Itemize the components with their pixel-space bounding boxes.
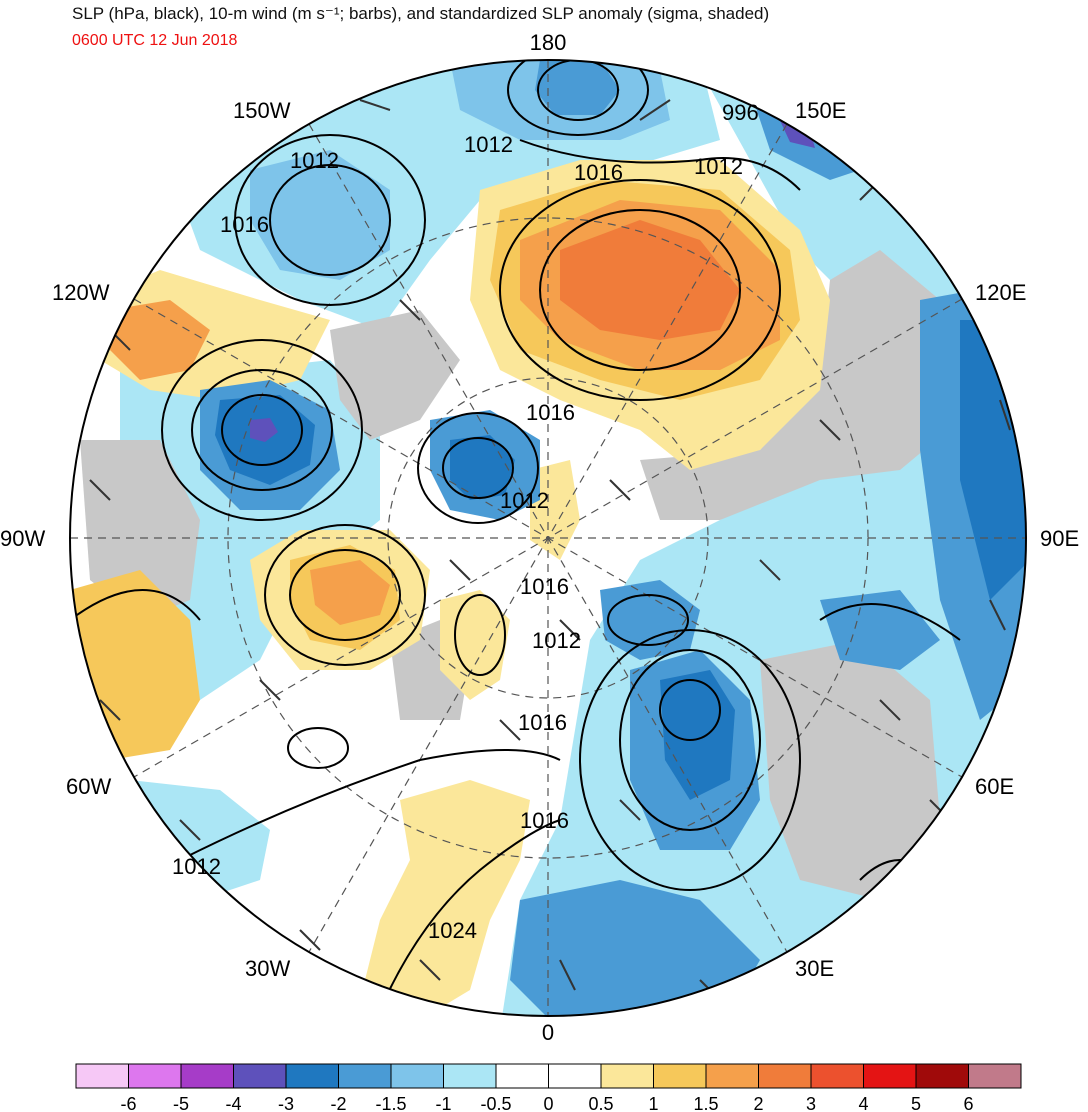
map-border [69,59,1027,1017]
colorbar-ticks: -6 -5 -4 -3 -2 -1.5 -1 -0.5 0 0.5 1 1.5 2 3 4 5 6 [120,1094,973,1112]
colorbar-tick-label: 4 [858,1094,868,1112]
colorbar-swatch [443,1063,497,1089]
colorbar-tick-label: -3 [278,1094,294,1112]
lon-label-90e: 90E [1040,526,1079,551]
colorbar-swatch [548,1063,602,1089]
lon-label-30e: 30E [795,956,834,981]
anomaly-pos-siberia-peak [560,220,740,340]
lon-label-150e: 150E [795,98,846,123]
lon-label-150w: 150W [233,98,291,123]
graticule [70,60,1026,1016]
colorbar [75,1063,1022,1089]
lon-label-60e: 60E [975,774,1014,799]
colorbar-swatch [653,1063,707,1089]
anomaly-neg-beaufort-core [450,435,515,500]
isobar-label: 1016 [518,710,567,735]
lon-label-0: 0 [542,1020,554,1045]
anomaly-neg-aleutian-core [535,60,620,115]
land-canada-arch [330,310,460,440]
land-eurasia [760,640,940,900]
colorbar-tick-label: -1.5 [375,1094,406,1112]
colorbar-swatch [128,1063,182,1089]
colorbar-tick-label: -4 [225,1094,241,1112]
isobar-label: 1016 [520,574,569,599]
isobar-label: 1016 [574,160,623,185]
valid-time: 0600 UTC 12 Jun 2018 [72,32,238,49]
colorbar-tick-label: 0.5 [588,1094,613,1112]
isobar-label: 1012 [172,854,221,879]
colorbar-swatch [915,1063,969,1089]
colorbar-swatch [600,1063,654,1089]
map-title: SLP (hPa, black), 10-m wind (m s⁻¹; barb… [72,4,770,23]
anomaly-neg-canada-peak [250,418,278,442]
isobar-label: 1012 [532,628,581,653]
colorbar-tick-label: 1.5 [693,1094,718,1112]
lon-label-180: 180 [530,30,567,55]
anomaly-pos-alaska-core [110,300,210,380]
map-disc [70,60,1026,1016]
isobar-label: 1016 [520,808,569,833]
lon-label-90w: 90W [0,526,45,551]
colorbar-swatch [863,1063,917,1089]
colorbar-swatch [180,1063,234,1089]
colorbar-swatch [285,1063,339,1089]
lon-label-120e: 120E [975,280,1026,305]
isobar-label: 1024 [428,918,477,943]
isobar-labels: 996 1012 1012 1016 1012 1016 1016 1012 1… [172,100,759,943]
colorbar-tick-label: 3 [806,1094,816,1112]
colorbar-tick-label: -2 [330,1094,346,1112]
colorbar-swatch [495,1063,549,1089]
lon-label-30w: 30W [245,956,290,981]
colorbar-swatch [810,1063,864,1089]
colorbar-tick-label: -5 [173,1094,189,1112]
colorbar-tick-label: 0 [543,1094,553,1112]
colorbar-swatch [968,1063,1022,1089]
isobar-label: 1012 [290,148,339,173]
colorbar-swatch [390,1063,444,1089]
isobar-label: 1012 [500,488,549,513]
colorbar-tick-label: -1 [435,1094,451,1112]
colorbar-tick-label: -6 [120,1094,136,1112]
anomaly-pos-greenland-core [310,560,390,625]
land-north-america [80,440,200,620]
colorbar-swatch [758,1063,812,1089]
isobars [70,60,961,1011]
lon-label-120w: 120W [52,280,110,305]
isobar-label: 1012 [694,154,743,179]
longitude-labels: 180 150E 120E 90E 60E 30E 0 30W 60W 90W … [0,30,1079,1045]
colorbar-tick-label: 5 [911,1094,921,1112]
anomaly-neg-scandinavia-core [660,670,735,800]
land-siberia [640,250,960,520]
isobar-label: 1016 [220,212,269,237]
colorbar-swatch [338,1063,392,1089]
colorbar-tick-label: 6 [963,1094,973,1112]
isobar-label: 1012 [464,132,513,157]
lon-label-60w: 60W [66,774,111,799]
colorbar-tick-label: 1 [648,1094,658,1112]
isobar-label: 1016 [526,400,575,425]
anomaly-pos-atlantic [360,780,530,1016]
colorbar-swatch [233,1063,287,1089]
colorbar-swatch [75,1063,129,1089]
colorbar-swatch [705,1063,759,1089]
anomaly-neg-central-asia [820,590,940,670]
anomaly-pos-pole [530,460,580,560]
isobar-label: 996 [722,100,759,125]
colorbar-tick-label: 2 [753,1094,763,1112]
colorbar-tick-label: -0.5 [480,1094,511,1112]
